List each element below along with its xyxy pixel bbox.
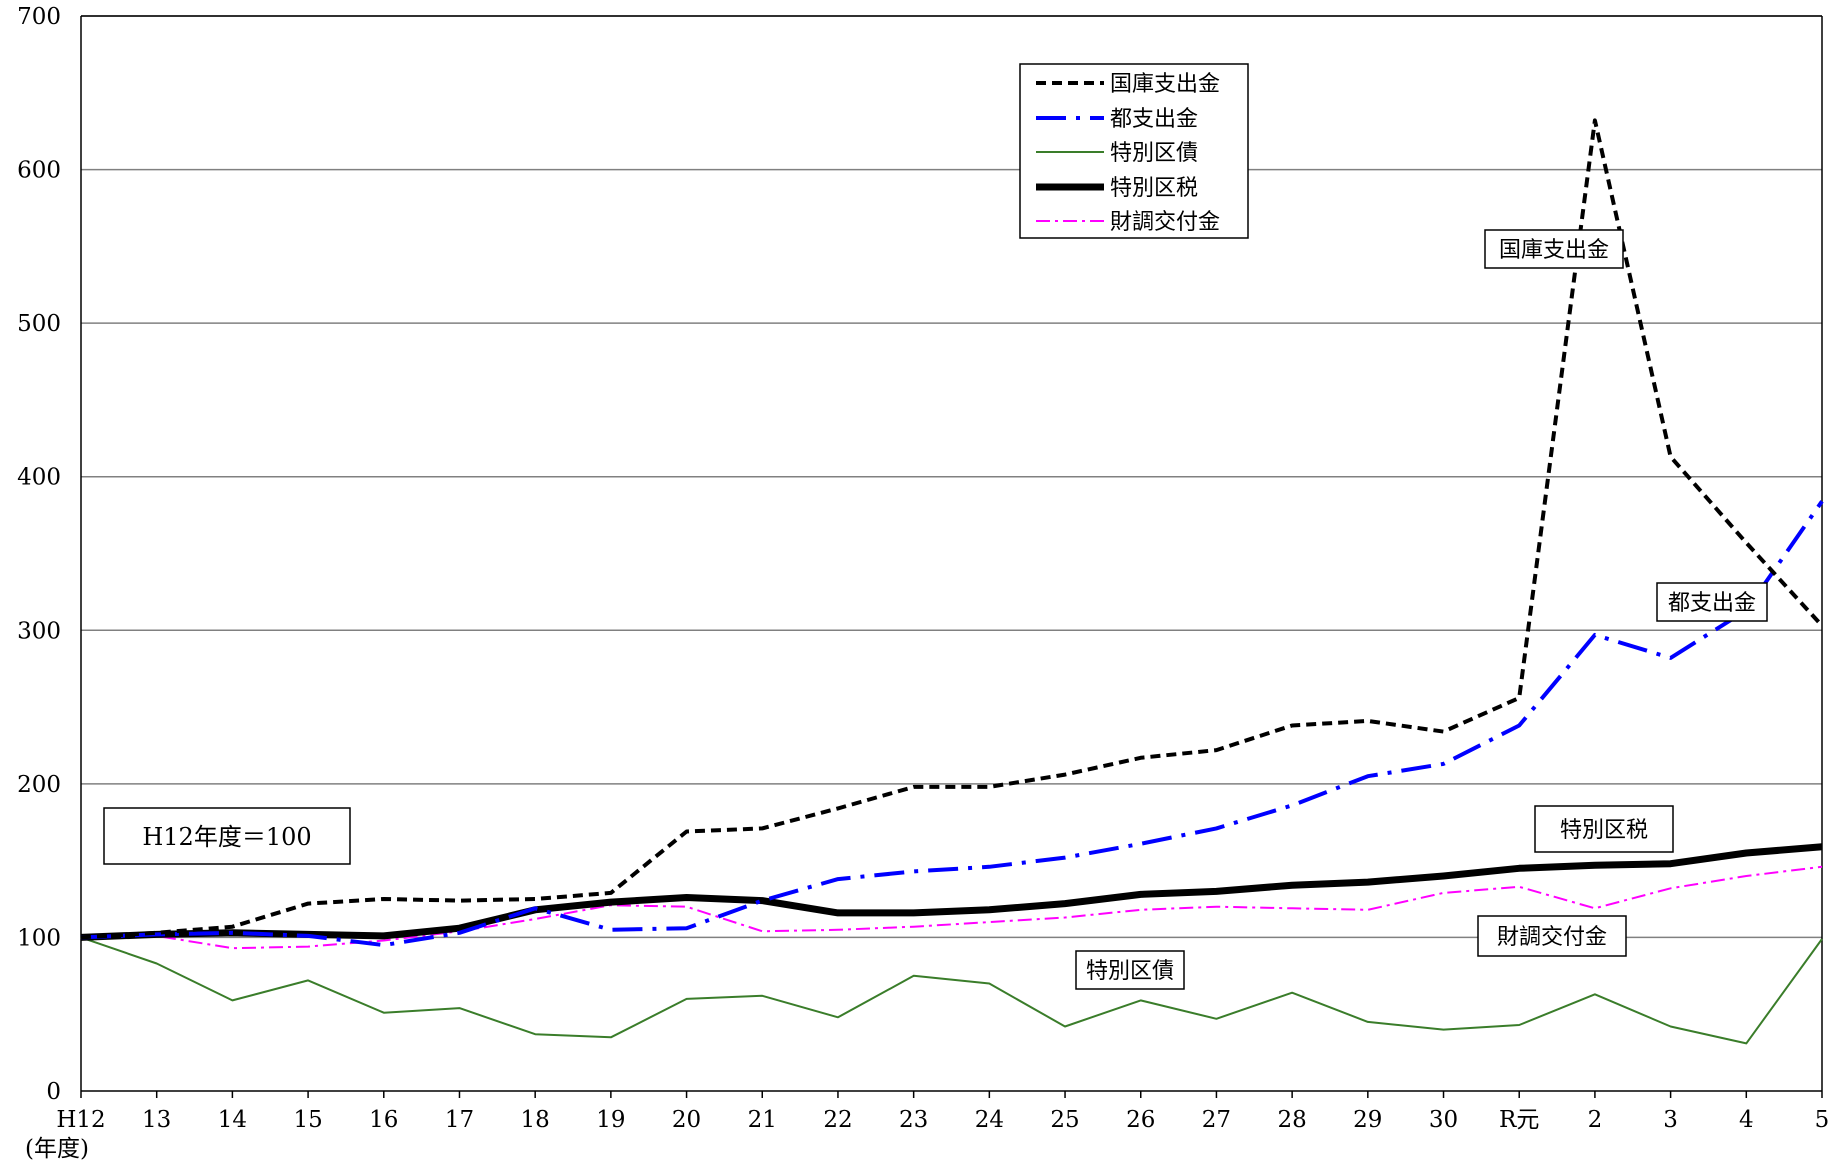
series-layer bbox=[80, 118, 1824, 1045]
y-tick-label: 600 bbox=[17, 158, 61, 184]
x-tick-label: 29 bbox=[1353, 1107, 1382, 1133]
x-axis-title: (年度) bbox=[25, 1136, 89, 1162]
x-tick-label: 24 bbox=[975, 1107, 1004, 1133]
x-tick-label: 14 bbox=[218, 1107, 247, 1133]
x-tick-label: 3 bbox=[1663, 1107, 1678, 1133]
x-tick-label: 22 bbox=[823, 1107, 852, 1133]
annotation-text: 特別区税 bbox=[1560, 818, 1648, 843]
x-tick-label: 26 bbox=[1126, 1107, 1155, 1133]
y-tick-label: 500 bbox=[17, 311, 61, 337]
annotation-text: 財調交付金 bbox=[1497, 925, 1607, 950]
annotation-kokko: 国庫支出金 bbox=[1484, 229, 1624, 269]
axes: 0 100 200 300 400 500 600 700 H12 13 14 15 16 17 18 19 2… bbox=[17, 4, 1829, 1133]
base-note-text: H12年度＝100 bbox=[142, 823, 311, 851]
legend-item-4: 財調交付金 bbox=[1036, 210, 1220, 235]
x-tick-label: 23 bbox=[899, 1107, 928, 1133]
x-tick-label: 18 bbox=[521, 1107, 550, 1133]
x-tick-label: 17 bbox=[445, 1107, 474, 1133]
x-tick-label: 16 bbox=[369, 1107, 398, 1133]
annotation-zaicho: 財調交付金 bbox=[1477, 915, 1627, 957]
legend-item-2: 特別区債 bbox=[1036, 141, 1198, 166]
legend-label: 財調交付金 bbox=[1110, 210, 1220, 235]
series-line-4 bbox=[80, 865, 1823, 950]
base-note: H12年度＝100 bbox=[103, 807, 351, 865]
annotation-toshishutsu: 都支出金 bbox=[1656, 582, 1768, 622]
x-tick-label: 25 bbox=[1050, 1107, 1079, 1133]
x-tick-label: 30 bbox=[1429, 1107, 1458, 1133]
y-tick-label: 300 bbox=[17, 618, 61, 644]
legend-item-3: 特別区税 bbox=[1036, 176, 1198, 201]
annotation-text: 国庫支出金 bbox=[1499, 238, 1609, 263]
legend-item-1: 都支出金 bbox=[1036, 107, 1198, 132]
x-tick-label: 27 bbox=[1202, 1107, 1231, 1133]
legend: 国庫支出金 都支出金 特別区債 特別区税 財調交付金 bbox=[1019, 63, 1249, 239]
series-line-2 bbox=[80, 936, 1823, 1045]
annotation-kusai: 特別区債 bbox=[1075, 950, 1185, 990]
legend-label: 特別区税 bbox=[1110, 176, 1198, 201]
x-tick-label: R元 bbox=[1499, 1107, 1539, 1133]
series-line-3 bbox=[80, 843, 1823, 941]
y-tick-label: 700 bbox=[17, 4, 61, 30]
y-tick-label: 0 bbox=[46, 1079, 61, 1105]
x-tick-label: 28 bbox=[1277, 1107, 1306, 1133]
annotation-kuzei: 特別区税 bbox=[1534, 805, 1674, 853]
series-line-0 bbox=[80, 118, 1824, 940]
x-tick-label: 2 bbox=[1588, 1107, 1603, 1133]
x-tick-label: 20 bbox=[672, 1107, 701, 1133]
legend-label: 特別区債 bbox=[1110, 141, 1198, 166]
legend-label: 都支出金 bbox=[1110, 107, 1198, 132]
annotation-text: 特別区債 bbox=[1086, 959, 1174, 984]
x-tick-label: 19 bbox=[596, 1107, 625, 1133]
annotation-text: 都支出金 bbox=[1668, 591, 1756, 616]
legend-label: 国庫支出金 bbox=[1110, 72, 1220, 97]
x-tick-label: 5 bbox=[1815, 1107, 1830, 1133]
y-tick-label: 100 bbox=[17, 925, 61, 951]
x-tick-label: 21 bbox=[748, 1107, 777, 1133]
x-tick-label: H12 bbox=[56, 1107, 105, 1133]
x-tick-label: 13 bbox=[142, 1107, 171, 1133]
y-tick-label: 400 bbox=[17, 465, 61, 491]
legend-item-0: 国庫支出金 bbox=[1036, 72, 1220, 97]
y-tick-label: 200 bbox=[17, 772, 61, 798]
x-tick-label: 15 bbox=[293, 1107, 322, 1133]
series-line-1 bbox=[80, 500, 1824, 948]
x-tick-label: 4 bbox=[1739, 1107, 1754, 1133]
